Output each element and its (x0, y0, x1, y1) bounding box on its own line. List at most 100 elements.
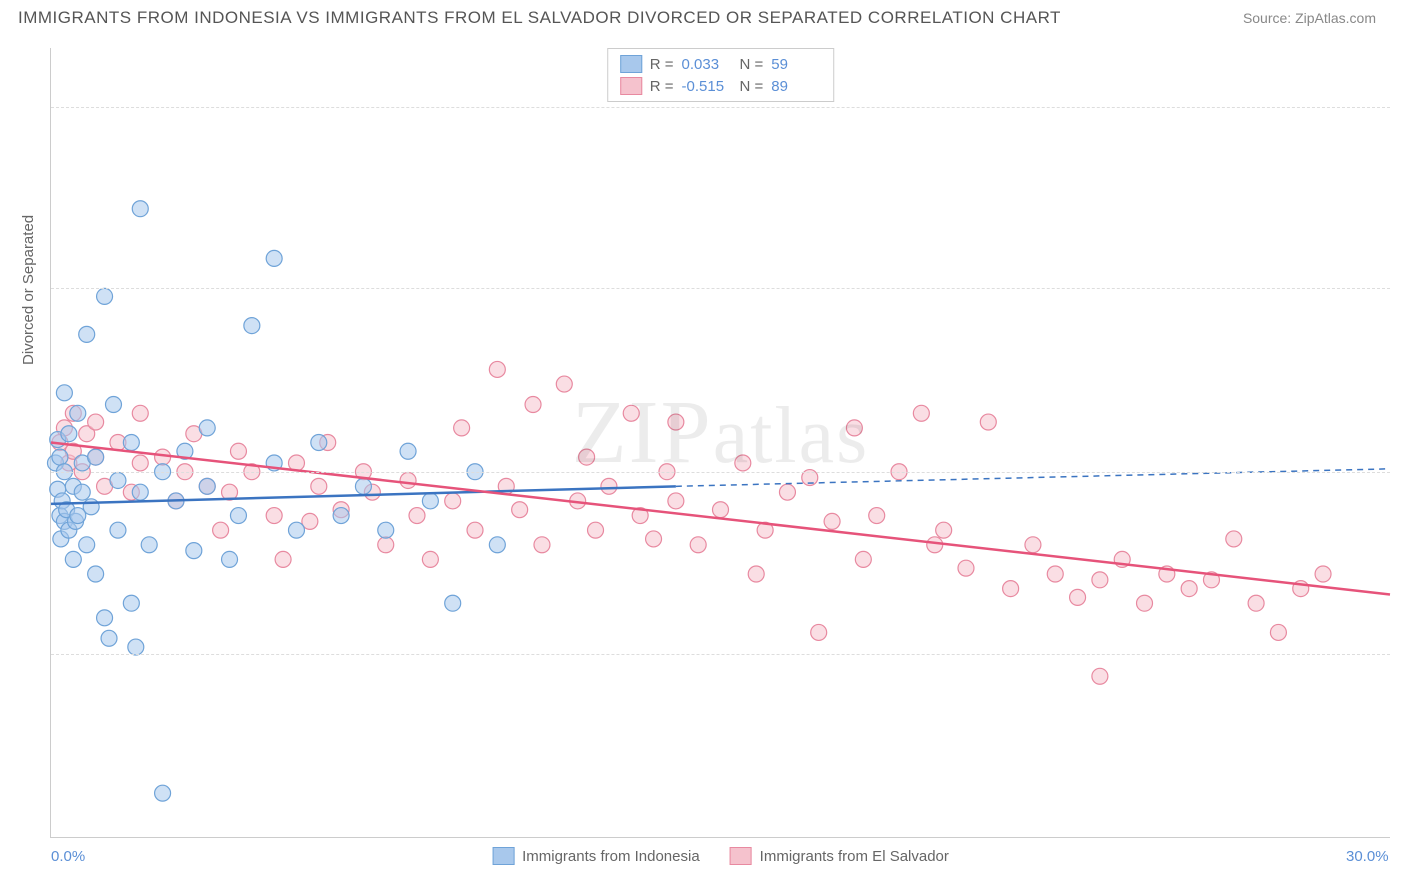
data-point (199, 478, 215, 494)
data-point (266, 250, 282, 266)
data-point (61, 426, 77, 442)
data-point (1315, 566, 1331, 582)
legend-swatch-elsalvador (730, 847, 752, 865)
data-point (779, 484, 795, 500)
data-point (467, 522, 483, 538)
data-point (186, 543, 202, 559)
data-point (88, 414, 104, 430)
scatter-svg (51, 48, 1390, 837)
legend-n-label: N = (740, 78, 764, 95)
data-point (958, 560, 974, 576)
legend-n-label: N = (740, 56, 764, 73)
data-point (846, 420, 862, 436)
data-point (378, 537, 394, 553)
series-name: Immigrants from Indonesia (522, 848, 700, 865)
legend-row-indonesia: R = 0.033 N = 59 (620, 53, 822, 75)
xtick-label: 30.0% (1346, 848, 1389, 865)
data-point (110, 522, 126, 538)
chart-plot-area: R = 0.033 N = 59 R = -0.515 N = 89 ZIPat… (50, 48, 1390, 838)
data-point (222, 551, 238, 567)
data-point (378, 522, 394, 538)
data-point (980, 414, 996, 430)
data-point (288, 522, 304, 538)
data-point (97, 610, 113, 626)
legend-swatch-indonesia (620, 55, 642, 73)
data-point (534, 537, 550, 553)
data-point (266, 508, 282, 524)
data-point (275, 551, 291, 567)
data-point (525, 397, 541, 413)
data-point (855, 551, 871, 567)
data-point (123, 595, 139, 611)
data-point (556, 376, 572, 392)
chart-title: IMMIGRANTS FROM INDONESIA VS IMMIGRANTS … (18, 8, 1061, 28)
legend-r-label: R = (650, 78, 674, 95)
data-point (489, 537, 505, 553)
data-point (65, 551, 81, 567)
xtick-label: 0.0% (51, 848, 85, 865)
data-point (936, 522, 952, 538)
data-point (1025, 537, 1041, 553)
data-point (132, 201, 148, 217)
ytick-label: 6.3% (1395, 645, 1406, 662)
data-point (1070, 589, 1086, 605)
data-point (199, 420, 215, 436)
data-point (128, 639, 144, 655)
data-point (52, 449, 68, 465)
data-point (83, 499, 99, 515)
data-point (141, 537, 157, 553)
bottom-legend-indonesia: Immigrants from Indonesia (492, 847, 700, 865)
data-point (748, 566, 764, 582)
legend-n-value: 89 (771, 78, 821, 95)
data-point (601, 478, 617, 494)
data-point (155, 449, 171, 465)
data-point (311, 435, 327, 451)
data-point (230, 508, 246, 524)
legend-r-label: R = (650, 56, 674, 73)
series-name: Immigrants from El Salvador (760, 848, 949, 865)
data-point (1092, 668, 1108, 684)
data-point (79, 537, 95, 553)
data-point (489, 361, 505, 377)
data-point (400, 443, 416, 459)
data-point (422, 551, 438, 567)
data-point (668, 414, 684, 430)
data-point (70, 405, 86, 421)
data-point (735, 455, 751, 471)
source-label: Source: ZipAtlas.com (1243, 10, 1376, 26)
data-point (88, 449, 104, 465)
data-point (454, 420, 470, 436)
data-point (311, 478, 327, 494)
data-point (123, 435, 139, 451)
ytick-label: 18.8% (1395, 279, 1406, 296)
legend-row-elsalvador: R = -0.515 N = 89 (620, 75, 822, 97)
data-point (1047, 566, 1063, 582)
data-point (588, 522, 604, 538)
data-point (1092, 572, 1108, 588)
legend-r-value: 0.033 (682, 56, 732, 73)
data-point (79, 326, 95, 342)
data-point (132, 484, 148, 500)
data-point (74, 484, 90, 500)
data-point (869, 508, 885, 524)
data-point (409, 508, 425, 524)
legend-swatch-indonesia (492, 847, 514, 865)
data-point (132, 405, 148, 421)
bottom-legend-elsalvador: Immigrants from El Salvador (730, 847, 949, 865)
data-point (88, 566, 104, 582)
bottom-legend: Immigrants from Indonesia Immigrants fro… (492, 847, 949, 865)
data-point (132, 455, 148, 471)
legend-n-value: 59 (771, 56, 821, 73)
data-point (400, 472, 416, 488)
data-point (579, 449, 595, 465)
gridline (51, 472, 1390, 473)
data-point (445, 493, 461, 509)
data-point (422, 493, 438, 509)
data-point (1226, 531, 1242, 547)
data-point (230, 443, 246, 459)
data-point (155, 785, 171, 801)
data-point (445, 595, 461, 611)
data-point (333, 508, 349, 524)
data-point (244, 318, 260, 334)
gridline (51, 654, 1390, 655)
